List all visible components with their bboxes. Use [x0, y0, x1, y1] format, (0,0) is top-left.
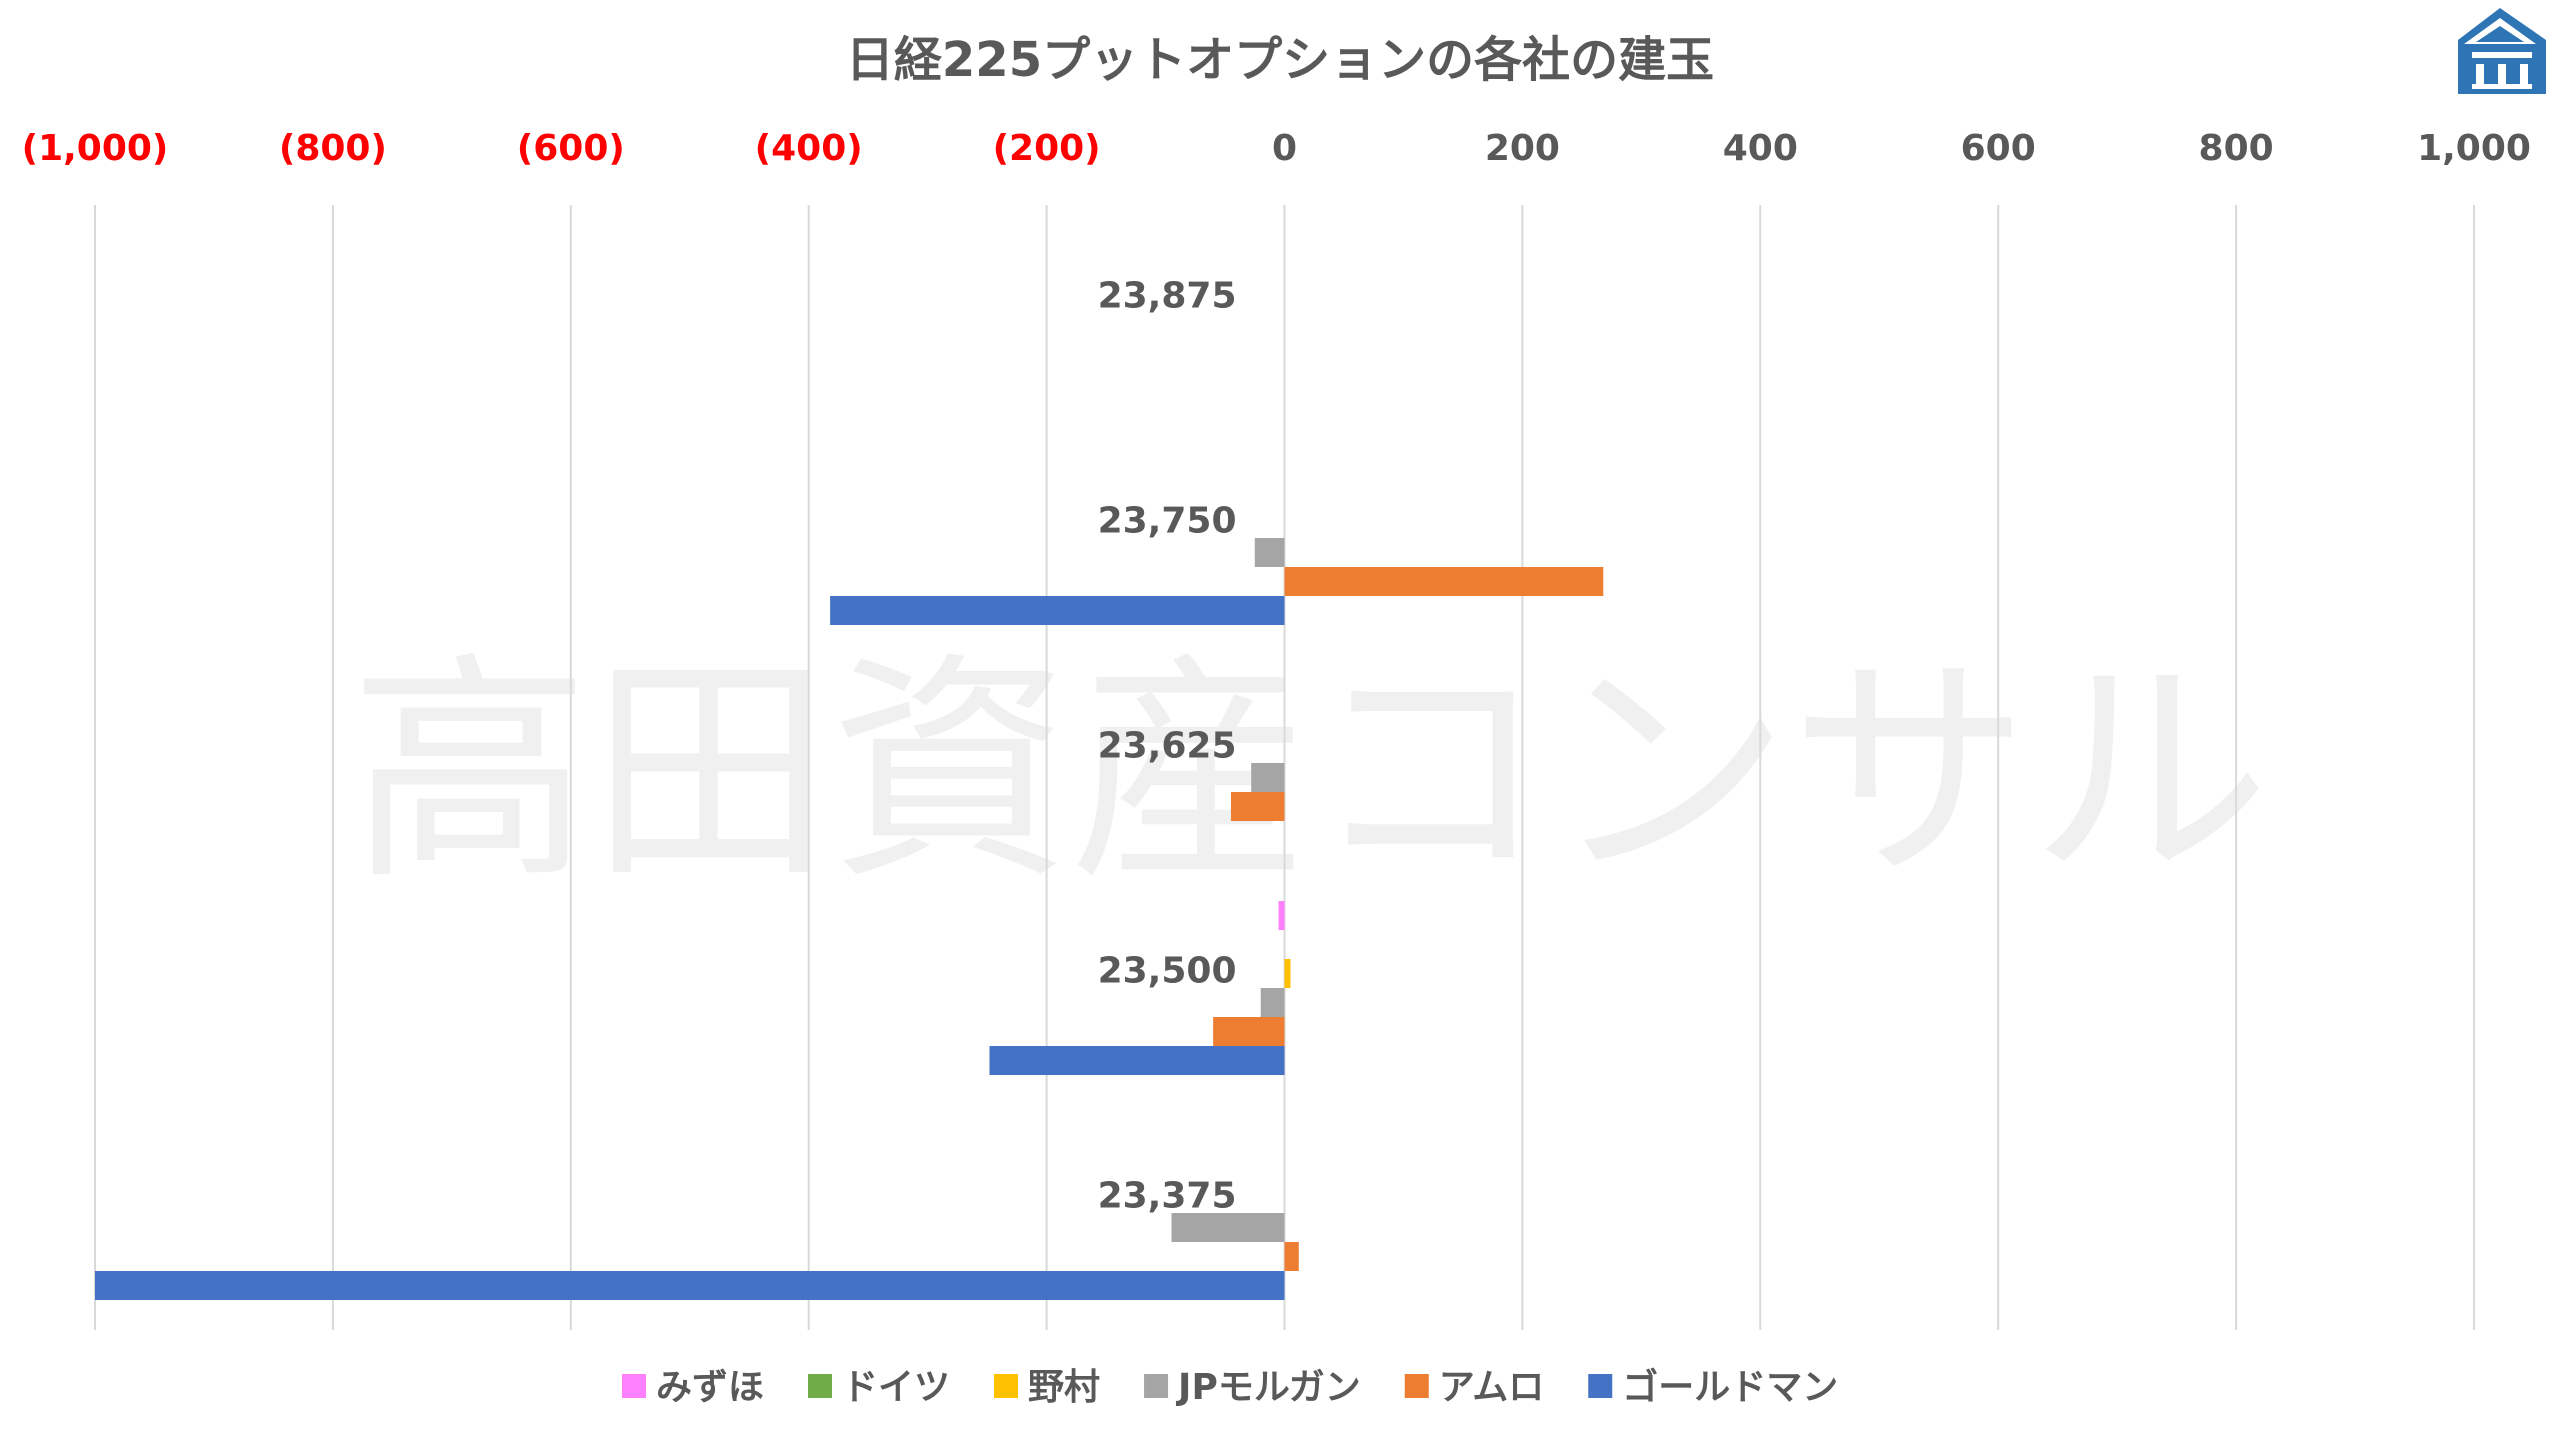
bar	[1284, 567, 1604, 596]
bar	[1278, 901, 1285, 930]
legend-swatch	[1144, 1374, 1169, 1398]
bar	[1284, 1242, 1299, 1271]
x-axis-ticks: (1,000) (800) (600) (400) (200) 0 200 400 600 800…	[22, 128, 2531, 169]
category-label: 23,750	[1098, 501, 1237, 542]
bar	[1230, 792, 1285, 821]
logo-icon	[2458, 8, 2546, 94]
legend-swatch	[808, 1374, 833, 1398]
bar	[1251, 763, 1285, 792]
bar	[989, 1046, 1285, 1075]
legend-label: 野村	[1028, 1367, 1100, 1408]
bar	[95, 1271, 1285, 1300]
category-label: 23,500	[1098, 951, 1237, 992]
x-tick-label: (1,000)	[22, 128, 169, 169]
x-tick-label: 0	[1272, 128, 1297, 169]
category-labels: 23,875 23,750 23,625 23,500 23,375	[1098, 276, 1237, 1217]
x-tick-label: 200	[1485, 128, 1560, 169]
bar	[1171, 1213, 1285, 1242]
bars	[95, 538, 1604, 1300]
legend-label: アムロ	[1439, 1367, 1544, 1408]
bar	[830, 596, 1285, 625]
x-tick-label: (600)	[517, 128, 625, 169]
watermark: 高田資産コンサル	[350, 632, 2270, 912]
x-tick-label: 400	[1723, 128, 1798, 169]
legend-label: JPモルガン	[1175, 1367, 1361, 1408]
x-tick-label: (800)	[279, 128, 387, 169]
x-tick-label: (200)	[993, 128, 1101, 169]
legend-swatch	[622, 1374, 646, 1398]
legend-label: ゴールドマン	[1622, 1366, 1838, 1408]
category-label: 23,875	[1098, 276, 1237, 317]
x-tick-label: (400)	[755, 128, 863, 169]
legend-label: ドイツ	[842, 1367, 950, 1408]
legend-swatch	[1588, 1374, 1613, 1398]
category-label: 23,375	[1098, 1176, 1237, 1217]
x-tick-label: 600	[1961, 128, 2036, 169]
x-tick-label: 1,000	[2417, 128, 2531, 169]
legend-swatch	[994, 1374, 1019, 1398]
category-label: 23,625	[1098, 726, 1237, 767]
bar	[1260, 988, 1285, 1017]
legend-swatch	[1404, 1374, 1429, 1398]
bar	[1284, 959, 1291, 988]
chart-title: 日経225プットオプションの各社の建玉	[846, 32, 1714, 88]
bar	[1213, 1017, 1285, 1046]
legend-label: みずほ	[656, 1367, 764, 1408]
x-tick-label: 800	[2199, 128, 2274, 169]
bar	[1254, 538, 1285, 567]
legend: みずほ ドイツ 野村 JPモルガン アムロ ゴールドマン	[622, 1366, 1838, 1408]
